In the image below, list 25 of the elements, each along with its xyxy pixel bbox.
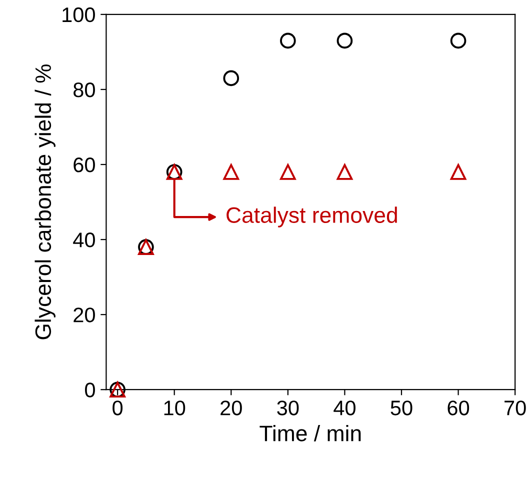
annotation: Catalyst removed [226, 206, 397, 228]
y-axis-title: Glycerol carbonate yield / % [34, 64, 56, 340]
point [223, 70, 240, 86]
point [336, 32, 353, 49]
x-tick-label: 10 [164, 400, 186, 416]
x-tick-label: 70 [504, 400, 526, 416]
x-tick-label: 50 [390, 400, 412, 416]
point [280, 164, 296, 180]
y-tick-label: 40 [73, 232, 95, 248]
x-tick-label: 30 [277, 400, 299, 416]
y-tick-label: 80 [74, 82, 95, 98]
x-tick-label: 20 [220, 400, 242, 416]
point [450, 32, 466, 49]
x-tick-label: 40 [334, 400, 356, 416]
x-axis-title: Time / min [260, 425, 361, 442]
x-tick-label: 60 [448, 400, 470, 416]
point [223, 164, 240, 180]
point [280, 32, 296, 49]
y-tick-label: 60 [74, 158, 95, 172]
point [336, 164, 353, 180]
y-tick-label: 100 [62, 7, 95, 22]
x-tick-label: 0 [112, 400, 123, 416]
y-tick-label: 20 [74, 308, 95, 322]
point [450, 164, 466, 180]
y-tick-label: 0 [85, 382, 95, 398]
